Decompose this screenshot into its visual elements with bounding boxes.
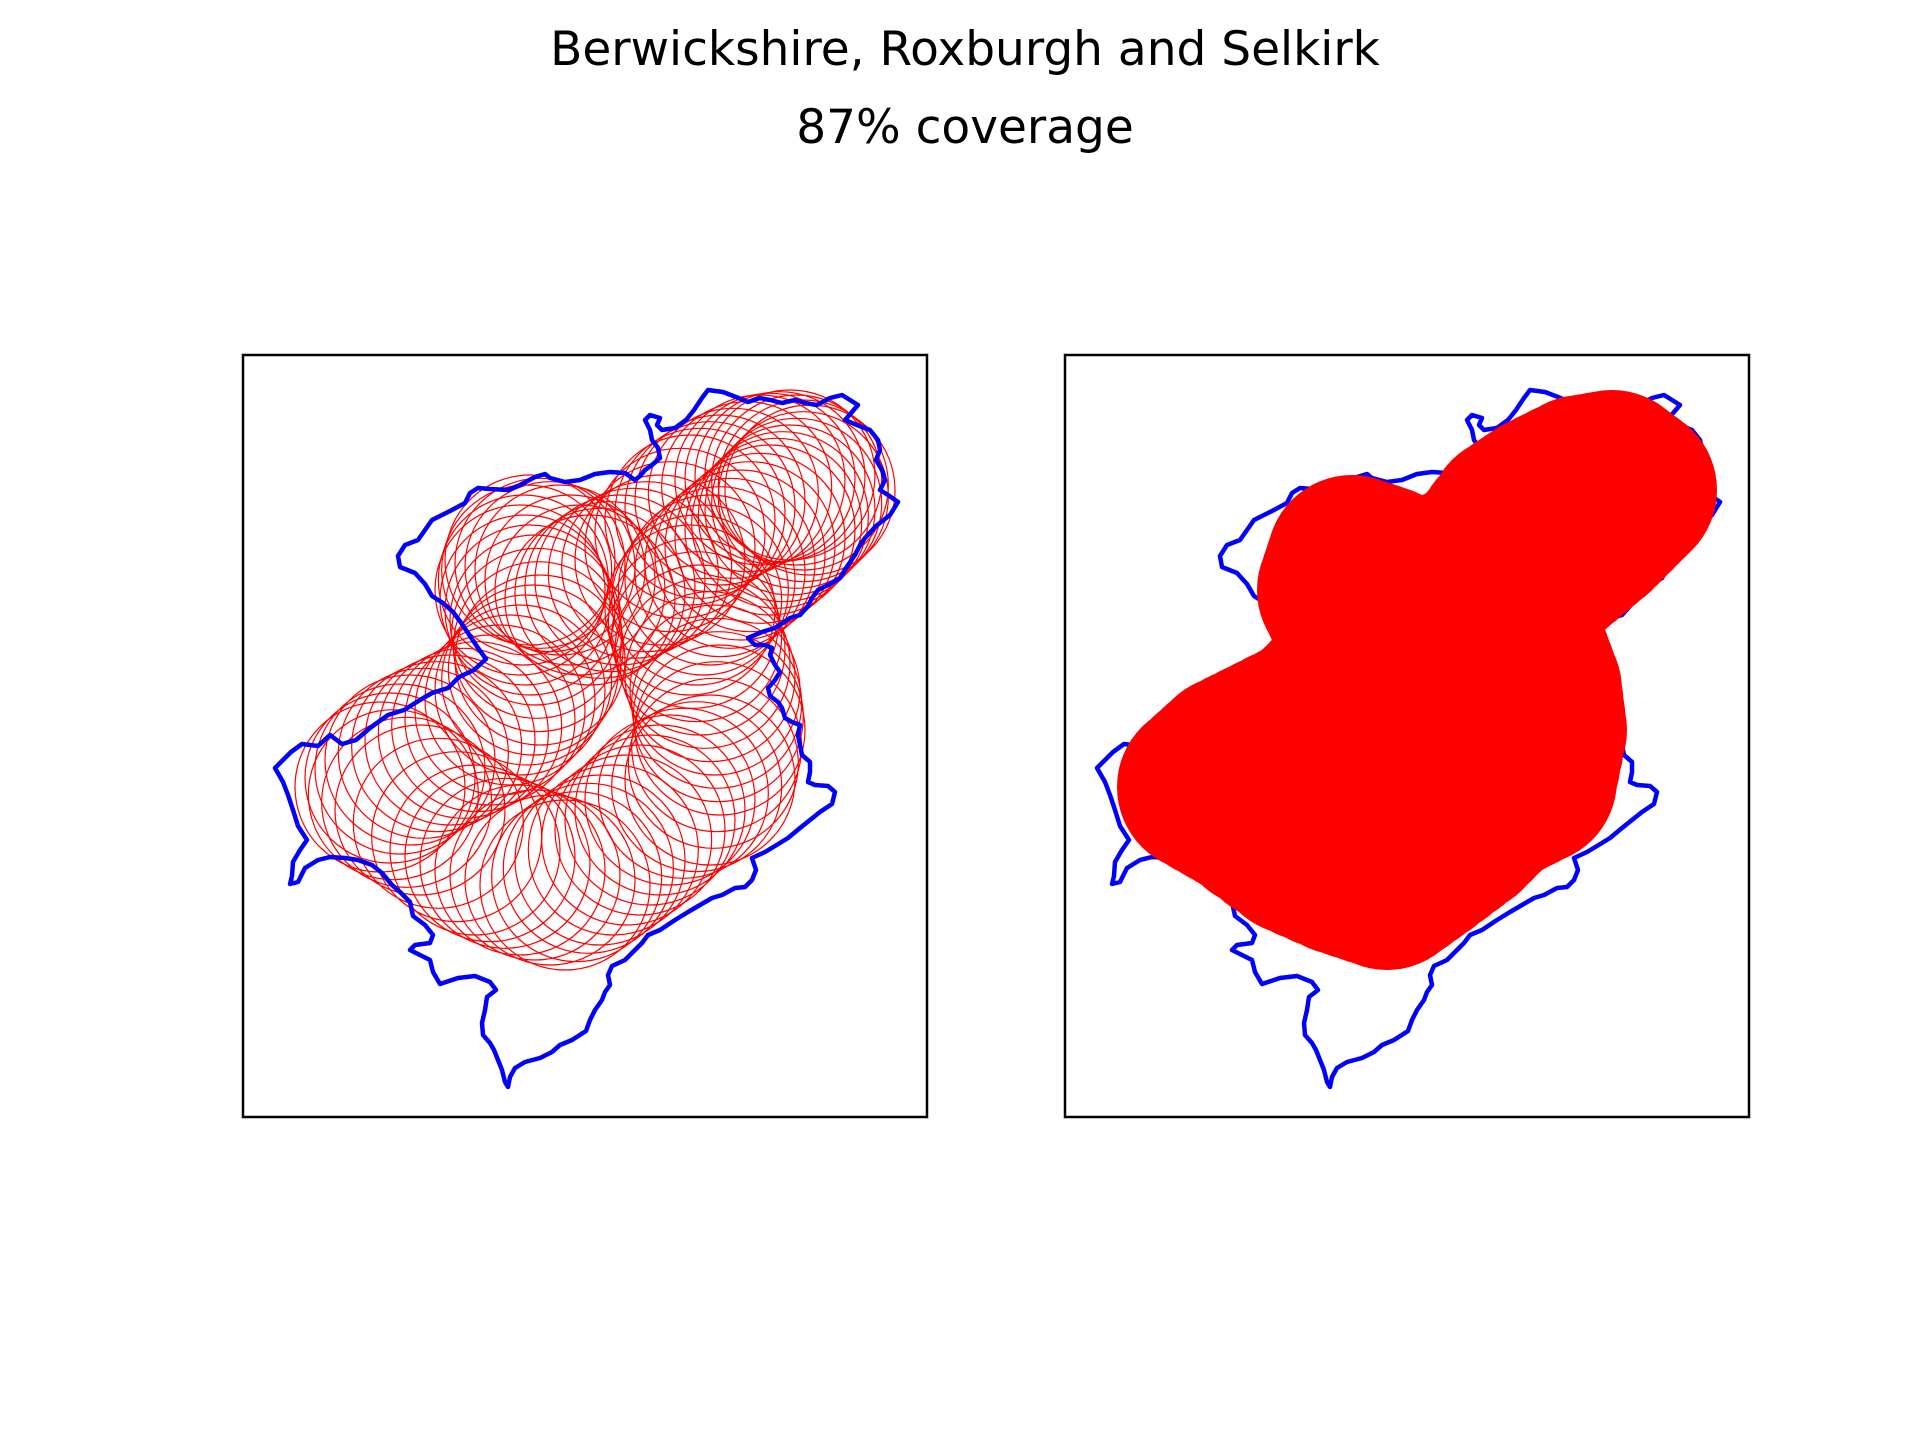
- coverage-circle: [574, 474, 746, 646]
- coverage-circle: [624, 421, 796, 593]
- coverage-circle: [449, 534, 621, 706]
- coverage-circle: [697, 431, 869, 603]
- coverage-circle: [691, 437, 863, 609]
- coverage-circle: [634, 414, 806, 586]
- coverage-circle: [391, 641, 563, 813]
- coverage-circle: [614, 427, 786, 599]
- coverage-circle: [564, 734, 736, 906]
- coverage-circle: [634, 644, 806, 816]
- coverage-circle: [414, 624, 586, 796]
- coverage-circle: [451, 547, 623, 719]
- coverage-circle: [674, 394, 846, 566]
- coverage-circle: [337, 667, 509, 839]
- coverage-circle: [711, 394, 883, 566]
- coverage-circle: [541, 754, 713, 926]
- coverage-circle: [441, 484, 613, 656]
- coverage-circle: [454, 477, 626, 649]
- coverage-circle: [624, 591, 796, 763]
- coverage-circle: [377, 647, 549, 819]
- coverage-circle: [632, 631, 804, 803]
- coverage-circle: [351, 661, 523, 833]
- figure-title: Berwickshire, Roxburgh and Selkirk: [550, 22, 1380, 77]
- coverage-circle: [334, 724, 506, 896]
- coverage-circle: [647, 407, 819, 579]
- coverage-circle: [611, 514, 783, 686]
- coverage-circle: [441, 594, 613, 766]
- coverage-circle: [304, 692, 476, 864]
- coverage-circle: [694, 391, 866, 563]
- coverage-circle: [617, 504, 789, 676]
- coverage-circle: [584, 714, 756, 886]
- left-panel-frame: [241, 353, 929, 1119]
- coverage-circle: [404, 634, 576, 806]
- region-boundary: [272, 387, 901, 1090]
- coverage-circle: [464, 481, 636, 653]
- coverage-circle: [561, 481, 733, 653]
- coverage-circle: [364, 654, 536, 826]
- coverage-circle: [314, 683, 486, 855]
- coverage-circle: [434, 504, 606, 676]
- coverage-circle: [547, 487, 719, 659]
- coverage-circle: [704, 424, 876, 596]
- coverage-circle: [449, 789, 621, 961]
- coverage-circle: [452, 561, 624, 733]
- coverage-circle: [514, 507, 686, 679]
- coverage-circle: [464, 794, 636, 966]
- coverage-circle: [584, 461, 756, 633]
- coverage-circle: [474, 484, 646, 656]
- coverage-circle: [437, 494, 609, 666]
- right-panel-frame: [1063, 353, 1751, 1119]
- coverage-union-interior: [1202, 475, 1632, 885]
- coverage-circle: [494, 504, 666, 676]
- coverage-circle: [604, 524, 776, 696]
- right-panel: [1063, 353, 1751, 1119]
- coverage-circle: [644, 477, 816, 649]
- coverage-circle: [554, 744, 726, 916]
- coverage-circle: [454, 574, 626, 746]
- left-panel: [241, 353, 929, 1119]
- coverage-circle: [624, 494, 796, 666]
- coverage-subtitle: 87% coverage: [796, 100, 1134, 155]
- coverage-circle: [527, 764, 699, 936]
- coverage-circle: [324, 674, 496, 846]
- coverage-circle: [404, 771, 576, 943]
- coverage-circle: [611, 701, 783, 873]
- coverage-circles-outline: [294, 389, 896, 971]
- coverage-circle: [479, 799, 651, 971]
- coverage-union-fill: [1117, 390, 1717, 970]
